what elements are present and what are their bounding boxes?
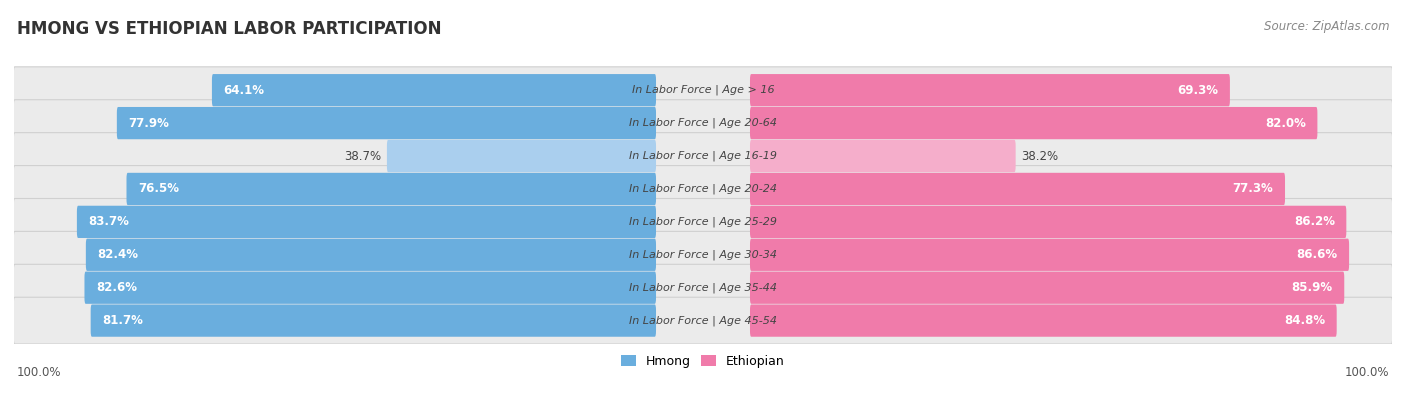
Text: In Labor Force | Age 35-44: In Labor Force | Age 35-44 xyxy=(628,282,778,293)
Text: 100.0%: 100.0% xyxy=(17,366,62,379)
FancyBboxPatch shape xyxy=(749,140,1015,172)
Text: In Labor Force | Age 30-34: In Labor Force | Age 30-34 xyxy=(628,250,778,260)
Text: 38.7%: 38.7% xyxy=(344,150,381,162)
FancyBboxPatch shape xyxy=(749,305,1337,337)
Text: 83.7%: 83.7% xyxy=(89,215,129,228)
Text: 81.7%: 81.7% xyxy=(103,314,143,327)
FancyBboxPatch shape xyxy=(749,74,1230,106)
FancyBboxPatch shape xyxy=(749,107,1317,139)
FancyBboxPatch shape xyxy=(749,206,1347,238)
Text: In Labor Force | Age 45-54: In Labor Force | Age 45-54 xyxy=(628,315,778,326)
FancyBboxPatch shape xyxy=(13,100,1393,147)
Text: 86.2%: 86.2% xyxy=(1294,215,1334,228)
Text: 86.6%: 86.6% xyxy=(1296,248,1337,261)
Text: 82.0%: 82.0% xyxy=(1265,117,1306,130)
Text: 76.5%: 76.5% xyxy=(138,182,179,196)
FancyBboxPatch shape xyxy=(749,239,1350,271)
Text: HMONG VS ETHIOPIAN LABOR PARTICIPATION: HMONG VS ETHIOPIAN LABOR PARTICIPATION xyxy=(17,20,441,38)
FancyBboxPatch shape xyxy=(13,231,1393,278)
Text: In Labor Force | Age 20-64: In Labor Force | Age 20-64 xyxy=(628,118,778,128)
Text: In Labor Force | Age 16-19: In Labor Force | Age 16-19 xyxy=(628,151,778,161)
FancyBboxPatch shape xyxy=(77,206,657,238)
FancyBboxPatch shape xyxy=(13,264,1393,311)
FancyBboxPatch shape xyxy=(749,173,1285,205)
FancyBboxPatch shape xyxy=(13,297,1393,344)
FancyBboxPatch shape xyxy=(13,166,1393,213)
FancyBboxPatch shape xyxy=(387,140,657,172)
FancyBboxPatch shape xyxy=(749,272,1344,304)
Text: 64.1%: 64.1% xyxy=(224,84,264,97)
Text: Source: ZipAtlas.com: Source: ZipAtlas.com xyxy=(1264,20,1389,33)
Text: In Labor Force | Age 25-29: In Labor Force | Age 25-29 xyxy=(628,216,778,227)
FancyBboxPatch shape xyxy=(86,239,657,271)
FancyBboxPatch shape xyxy=(13,133,1393,179)
Text: 84.8%: 84.8% xyxy=(1284,314,1324,327)
Text: 77.9%: 77.9% xyxy=(128,117,169,130)
FancyBboxPatch shape xyxy=(13,67,1393,114)
Text: 85.9%: 85.9% xyxy=(1292,281,1333,294)
Text: 69.3%: 69.3% xyxy=(1177,84,1219,97)
FancyBboxPatch shape xyxy=(212,74,657,106)
Text: 82.4%: 82.4% xyxy=(97,248,138,261)
FancyBboxPatch shape xyxy=(117,107,657,139)
FancyBboxPatch shape xyxy=(13,198,1393,245)
Text: In Labor Force | Age 20-24: In Labor Force | Age 20-24 xyxy=(628,184,778,194)
Text: 100.0%: 100.0% xyxy=(1344,366,1389,379)
FancyBboxPatch shape xyxy=(84,272,657,304)
Legend: Hmong, Ethiopian: Hmong, Ethiopian xyxy=(616,350,790,373)
Text: 77.3%: 77.3% xyxy=(1233,182,1274,196)
Text: 38.2%: 38.2% xyxy=(1021,150,1059,162)
FancyBboxPatch shape xyxy=(127,173,657,205)
Text: 82.6%: 82.6% xyxy=(96,281,136,294)
FancyBboxPatch shape xyxy=(90,305,657,337)
Text: In Labor Force | Age > 16: In Labor Force | Age > 16 xyxy=(631,85,775,96)
